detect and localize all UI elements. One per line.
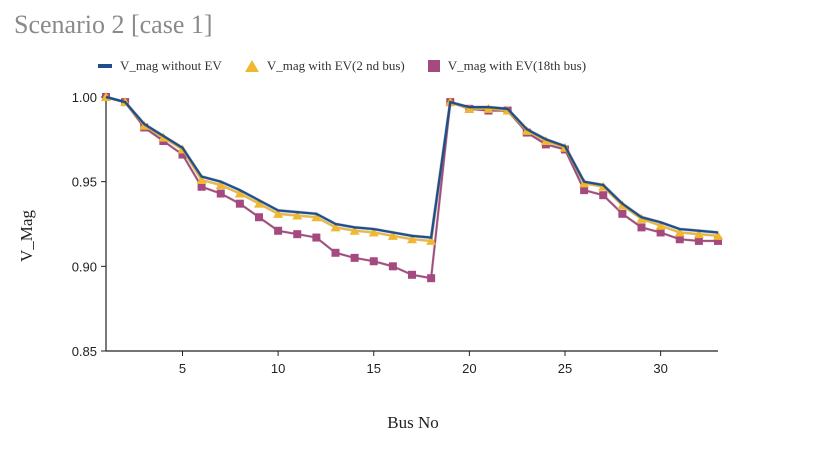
data-point-square (675, 235, 684, 244)
legend-triangle-swatch (244, 60, 259, 72)
data-point-square (618, 209, 627, 218)
y-tick-label: 0.85 (72, 344, 97, 359)
y-tick-label: 0.95 (72, 175, 97, 190)
axes: 0.85 0.90 0.95 1.00 5 10 15 20 25 30 (72, 90, 718, 376)
data-point-triangle (311, 212, 322, 222)
data-point-triangle (540, 136, 551, 146)
data-point-square (331, 248, 340, 257)
data-point-square (312, 233, 321, 242)
data-point-square (293, 230, 302, 239)
data-point-triangle (196, 174, 207, 184)
data-point-square (369, 257, 378, 266)
data-point-square (274, 226, 283, 235)
y-tick-label: 1.00 (72, 90, 97, 105)
data-point-triangle (426, 235, 437, 245)
data-point-square (197, 182, 206, 191)
data-point-triangle (579, 178, 590, 188)
x-tick-label: 25 (558, 361, 572, 376)
data-point-square (216, 189, 225, 198)
series-1 (105, 95, 719, 240)
series-layer (101, 92, 723, 283)
data-point-square (714, 236, 722, 245)
legend-label-ev-2nd-bus: V_mag with EV(2 nd bus) (266, 58, 405, 73)
data-point-square (694, 236, 703, 245)
data-point-triangle (464, 103, 475, 113)
data-point-square (599, 191, 608, 200)
data-point-triangle (655, 220, 666, 230)
legend-item-ev-18th-bus[interactable]: V_mag with EV(18th bus) (427, 58, 586, 74)
data-point-triangle (407, 234, 417, 244)
legend-square-swatch (427, 60, 440, 72)
data-point-square (408, 270, 416, 279)
data-point-square (255, 213, 263, 222)
data-point-triangle (215, 180, 226, 190)
chart-title: Scenario 2 [case 1] (14, 10, 213, 39)
x-tick-label: 20 (462, 361, 476, 376)
data-point-square (178, 150, 187, 159)
legend-label-ev-18th-bus: V_mag with EV(18th bus) (447, 58, 587, 73)
data-point-square (350, 253, 359, 262)
legend-item-ev-2nd-bus[interactable]: V_mag with EV(2 nd bus) (244, 58, 405, 74)
x-tick-label: 15 (367, 361, 381, 376)
data-point-triangle (330, 222, 341, 232)
x-tick-label: 10 (271, 361, 285, 376)
y-axis-title: V_Mag (17, 210, 36, 262)
x-axis-title: Bus No (387, 413, 438, 432)
data-point-triangle (234, 188, 245, 198)
data-point-triangle (368, 227, 379, 237)
legend-item-without-ev[interactable]: V_mag without EV (97, 58, 222, 74)
data-point-triangle (713, 230, 723, 240)
data-point-triangle (693, 229, 704, 239)
data-point-triangle (387, 230, 398, 240)
data-point-triangle (292, 210, 303, 220)
data-point-triangle (674, 227, 685, 237)
x-tick-label: 30 (653, 361, 667, 376)
series-3 (102, 93, 722, 283)
legend: V_mag without EV V_mag with EV(2 nd bus)… (97, 58, 608, 74)
data-point-triangle (483, 103, 494, 113)
data-point-square (235, 199, 244, 208)
data-point-square (388, 262, 397, 271)
data-point-triangle (636, 213, 647, 223)
legend-label-without-ev: V_mag without EV (120, 58, 222, 73)
legend-line-swatch (98, 64, 112, 68)
y-tick-label: 0.90 (72, 259, 97, 274)
series-2 (101, 92, 723, 245)
data-point-square (580, 186, 589, 195)
data-point-square (656, 228, 665, 237)
data-point-square (637, 223, 646, 232)
series-line (105, 95, 719, 239)
data-point-triangle (254, 198, 264, 208)
data-point-square (427, 274, 436, 283)
x-tick-label: 5 (179, 361, 186, 376)
data-point-triangle (349, 225, 360, 235)
data-point-triangle (273, 208, 284, 218)
